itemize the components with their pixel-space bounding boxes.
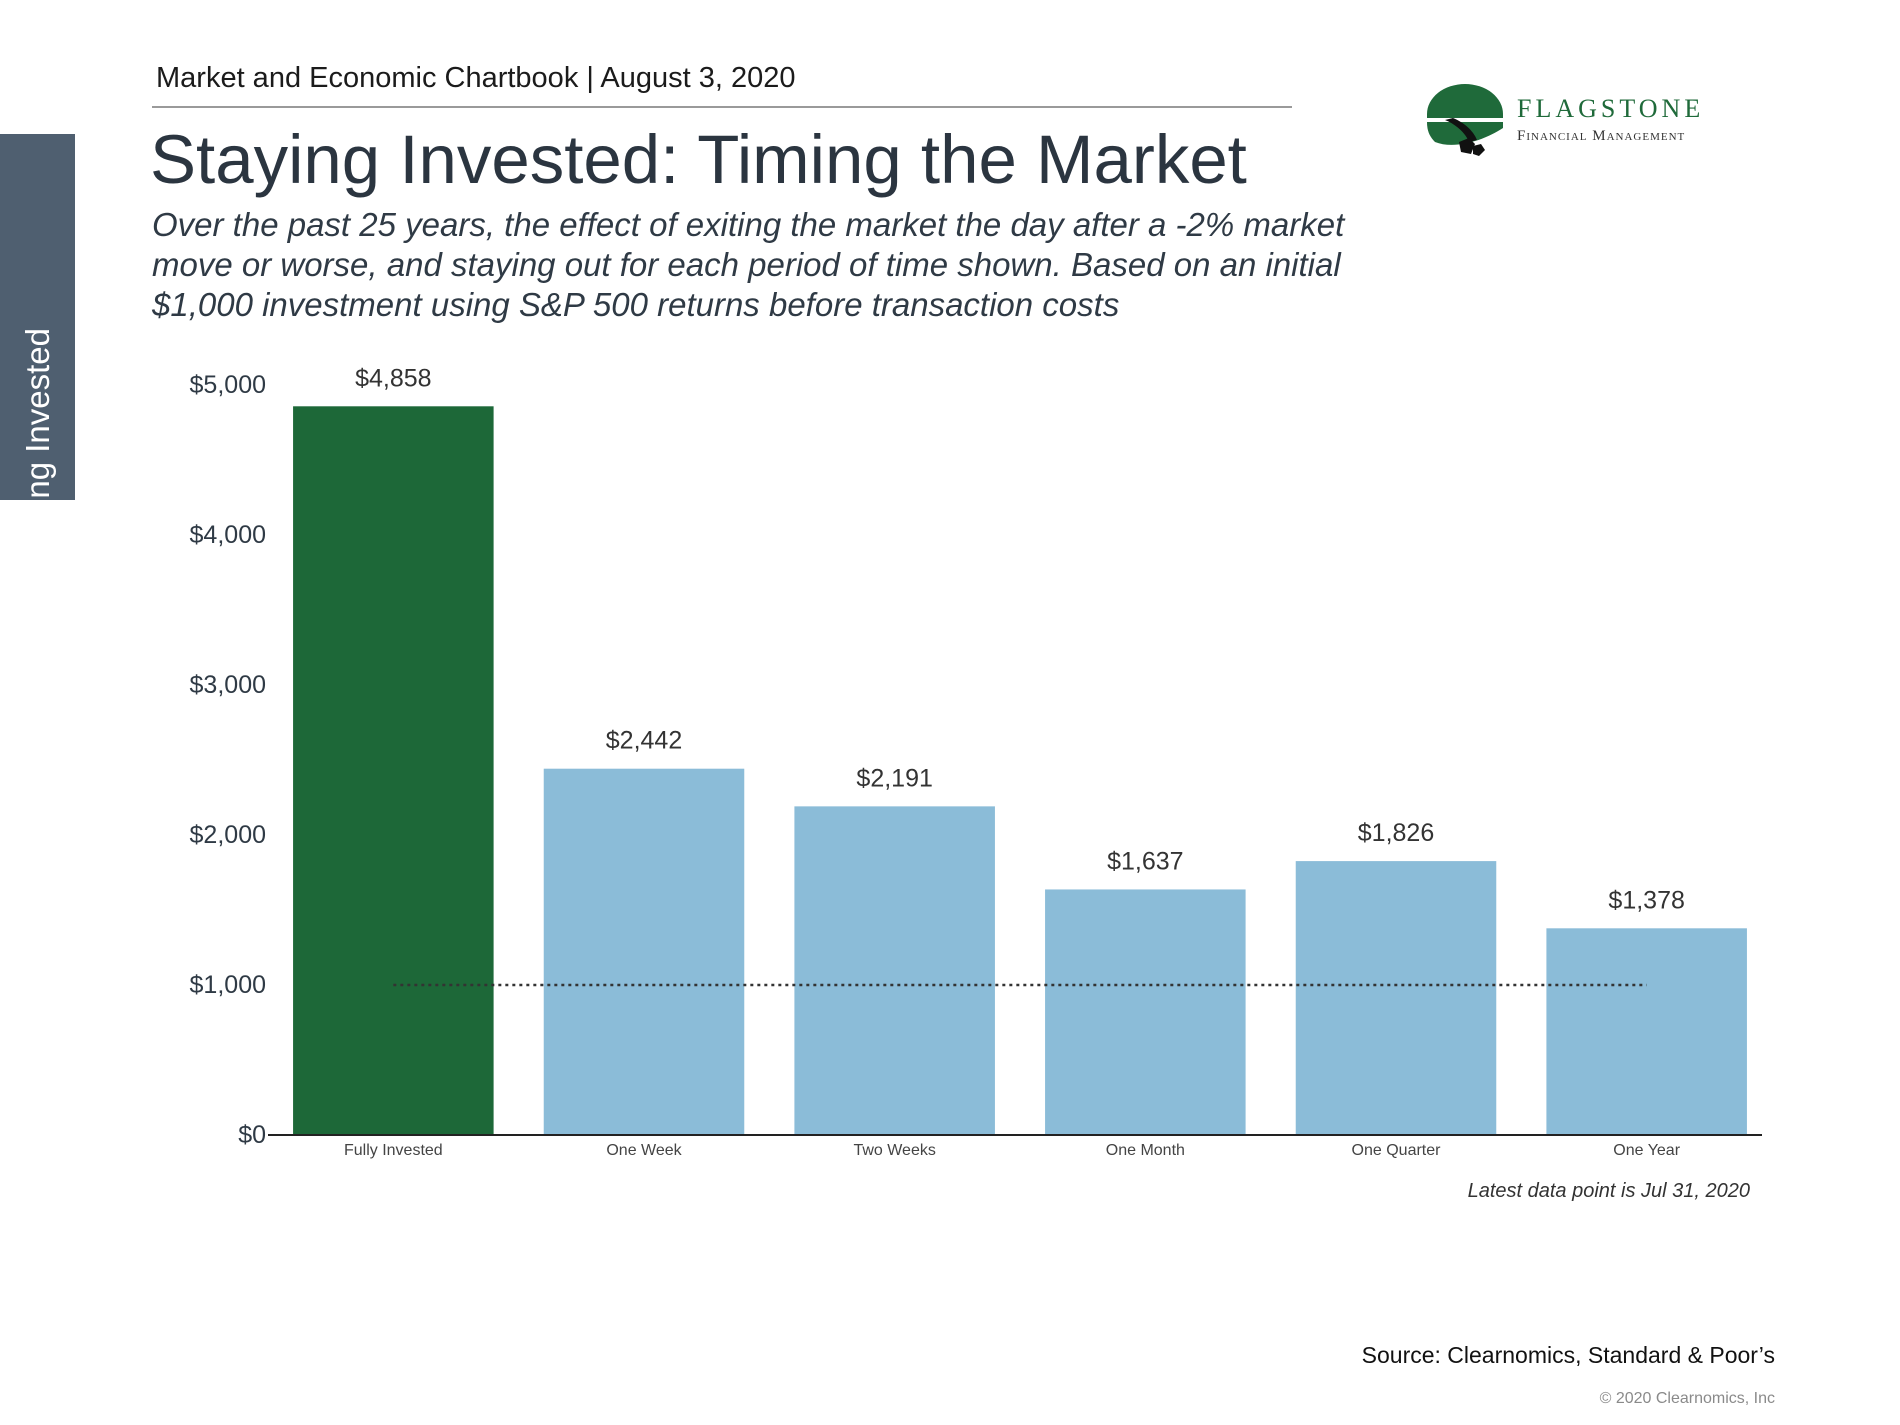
data-label: $2,442 xyxy=(606,727,682,755)
bar xyxy=(543,768,745,1135)
bar xyxy=(794,806,995,1135)
x-tick-label: One Week xyxy=(606,1142,682,1159)
x-tick-label: One Month xyxy=(1106,1142,1185,1159)
company-logo: FLAGSTONE Financial Management xyxy=(1425,82,1745,158)
data-label: $4,858 xyxy=(355,364,431,392)
copyright-note: © 2020 Clearnomics, Inc xyxy=(1599,1390,1775,1407)
page-title: Staying Invested: Timing the Market xyxy=(150,121,1247,198)
x-tick-label: One Quarter xyxy=(1352,1142,1442,1159)
data-label: $1,637 xyxy=(1107,847,1183,875)
x-tick-label: Fully Invested xyxy=(344,1142,443,1159)
y-tick-label: $4,000 xyxy=(190,521,266,549)
bar xyxy=(1546,928,1747,1135)
logo-name: FLAGSTONE xyxy=(1517,94,1705,123)
latest-data-note: Latest data point is Jul 31, 2020 xyxy=(1467,1180,1750,1202)
header-divider xyxy=(152,106,1292,108)
y-tick-label: $5,000 xyxy=(190,371,266,399)
y-tick-label: $0 xyxy=(238,1121,266,1149)
side-tab: Staying Invested xyxy=(0,134,75,572)
data-label: $1,826 xyxy=(1358,819,1434,847)
page-subtitle: Over the past 25 years, the effect of ex… xyxy=(152,206,1345,323)
source-note: Source: Clearnomics, Standard & Poor’s xyxy=(1361,1342,1775,1368)
flagstone-logo-icon xyxy=(1427,84,1503,156)
data-label: $1,378 xyxy=(1608,886,1684,914)
x-tick-label: Two Weeks xyxy=(853,1142,935,1159)
logo-subtitle: Financial Management xyxy=(1517,128,1686,144)
x-tick-label: One Year xyxy=(1613,1142,1680,1159)
data-label: $2,191 xyxy=(856,764,932,792)
y-tick-label: $3,000 xyxy=(190,671,266,699)
bar xyxy=(1045,889,1246,1135)
bar xyxy=(293,406,494,1135)
bar xyxy=(1295,861,1497,1135)
y-tick-label: $2,000 xyxy=(190,821,266,849)
chartbook-title: Market and Economic Chartbook | August 3… xyxy=(156,62,796,94)
y-tick-label: $1,000 xyxy=(190,971,266,999)
